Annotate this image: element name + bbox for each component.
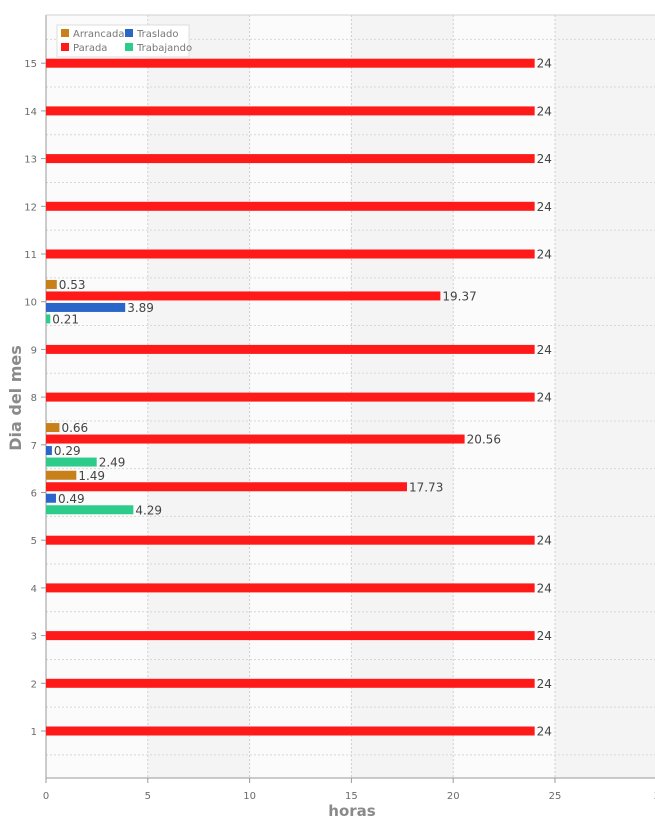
legend-swatch bbox=[125, 29, 133, 37]
bar-parada-day-12 bbox=[46, 201, 535, 211]
x-tick-label: 25 bbox=[549, 791, 562, 802]
bar-traslado-day-10 bbox=[46, 302, 126, 312]
legend-swatch bbox=[61, 43, 69, 51]
x-tick-label: 3 bbox=[654, 791, 655, 802]
y-tick-label: 3 bbox=[31, 632, 37, 643]
data-label: 19.37 bbox=[442, 289, 476, 303]
x-tick-label: 5 bbox=[145, 791, 151, 802]
data-label: 2.49 bbox=[99, 456, 126, 470]
y-tick-label: 12 bbox=[24, 202, 37, 213]
data-label: 3.89 bbox=[127, 301, 154, 315]
data-labels: 24 24 24 24 24 1.49 17.73 0.49 4.29 0.66 20.56 0.29… bbox=[52, 57, 552, 739]
legend-label: Arrancada bbox=[73, 29, 124, 40]
y-tick-label: 1 bbox=[31, 727, 37, 738]
x-tick-label: 15 bbox=[345, 791, 358, 802]
axes: 05101520253123456789101112131415 bbox=[24, 14, 655, 802]
x-tick-label: 10 bbox=[243, 791, 256, 802]
data-label: 0.53 bbox=[59, 278, 86, 292]
bar-trabajando-day-6 bbox=[46, 505, 134, 515]
y-tick-label: 13 bbox=[24, 155, 37, 166]
legend-label: Parada bbox=[73, 43, 107, 54]
bar-parada-day-7 bbox=[46, 434, 465, 444]
data-label: 0.29 bbox=[54, 444, 81, 458]
data-label: 24 bbox=[537, 343, 552, 357]
bar-traslado-day-7 bbox=[46, 446, 52, 456]
y-tick-label: 11 bbox=[24, 250, 37, 261]
y-axis-title: Dia del mes bbox=[6, 345, 25, 451]
data-label: 24 bbox=[537, 677, 552, 691]
data-label: 24 bbox=[537, 104, 552, 118]
data-label: 17.73 bbox=[409, 480, 443, 494]
data-label: 24 bbox=[537, 725, 552, 739]
data-label: 0.49 bbox=[58, 492, 85, 506]
bar-traslado-day-6 bbox=[46, 493, 56, 503]
data-label: 24 bbox=[537, 534, 552, 548]
legend: Arrancada Traslado Parada Trabajando bbox=[56, 24, 192, 58]
y-tick-label: 6 bbox=[31, 489, 37, 500]
data-label: 24 bbox=[537, 248, 552, 262]
data-label: 4.29 bbox=[135, 503, 162, 517]
y-tick-label: 5 bbox=[31, 536, 37, 547]
data-label: 24 bbox=[537, 391, 552, 405]
data-label: 0.21 bbox=[52, 312, 79, 326]
data-label: 20.56 bbox=[467, 433, 501, 447]
plot-band bbox=[555, 15, 655, 778]
legend-box bbox=[56, 24, 190, 58]
bar-parada-day-11 bbox=[46, 249, 535, 259]
bar-parada-day-4 bbox=[46, 583, 535, 593]
bar-parada-day-2 bbox=[46, 678, 535, 688]
x-tick-label: 20 bbox=[447, 791, 460, 802]
legend-label: Traslado bbox=[136, 29, 178, 40]
bar-parada-day-15 bbox=[46, 58, 535, 68]
data-label: 24 bbox=[537, 200, 552, 214]
y-tick-label: 9 bbox=[31, 345, 37, 356]
y-tick-label: 15 bbox=[24, 59, 37, 70]
bar-arrancada-day-7 bbox=[46, 423, 60, 433]
bar-arrancada-day-10 bbox=[46, 279, 57, 289]
y-tick-label: 4 bbox=[31, 584, 37, 595]
data-label: 1.49 bbox=[78, 469, 105, 483]
y-tick-label: 14 bbox=[24, 107, 37, 118]
bar-parada-day-10 bbox=[46, 291, 441, 301]
y-tick-label: 8 bbox=[31, 393, 37, 404]
x-axis-title: horas bbox=[328, 802, 376, 820]
legend-swatch bbox=[61, 29, 69, 37]
bar-parada-day-5 bbox=[46, 535, 535, 545]
bar-parada-day-1 bbox=[46, 726, 535, 736]
bar-parada-day-3 bbox=[46, 631, 535, 641]
y-tick-label: 2 bbox=[31, 679, 37, 690]
data-label: 0.66 bbox=[61, 421, 88, 435]
legend-label: Trabajando bbox=[136, 43, 192, 54]
bar-parada-day-14 bbox=[46, 106, 535, 116]
bar-parada-day-6 bbox=[46, 482, 407, 492]
bar-parada-day-13 bbox=[46, 154, 535, 164]
y-tick-label: 10 bbox=[24, 298, 37, 309]
bar-trabajando-day-10 bbox=[46, 314, 51, 324]
bar-trabajando-day-7 bbox=[46, 457, 97, 467]
bar-parada-day-9 bbox=[46, 344, 535, 354]
y-tick-label: 7 bbox=[31, 441, 37, 452]
data-label: 24 bbox=[537, 581, 552, 595]
data-label: 24 bbox=[537, 629, 552, 643]
bar-parada-day-8 bbox=[46, 392, 535, 402]
data-label: 24 bbox=[537, 152, 552, 166]
x-tick-label: 0 bbox=[43, 791, 49, 802]
bars bbox=[46, 58, 535, 736]
data-label: 24 bbox=[537, 57, 552, 71]
legend-swatch bbox=[125, 43, 133, 51]
bar-arrancada-day-6 bbox=[46, 470, 77, 480]
